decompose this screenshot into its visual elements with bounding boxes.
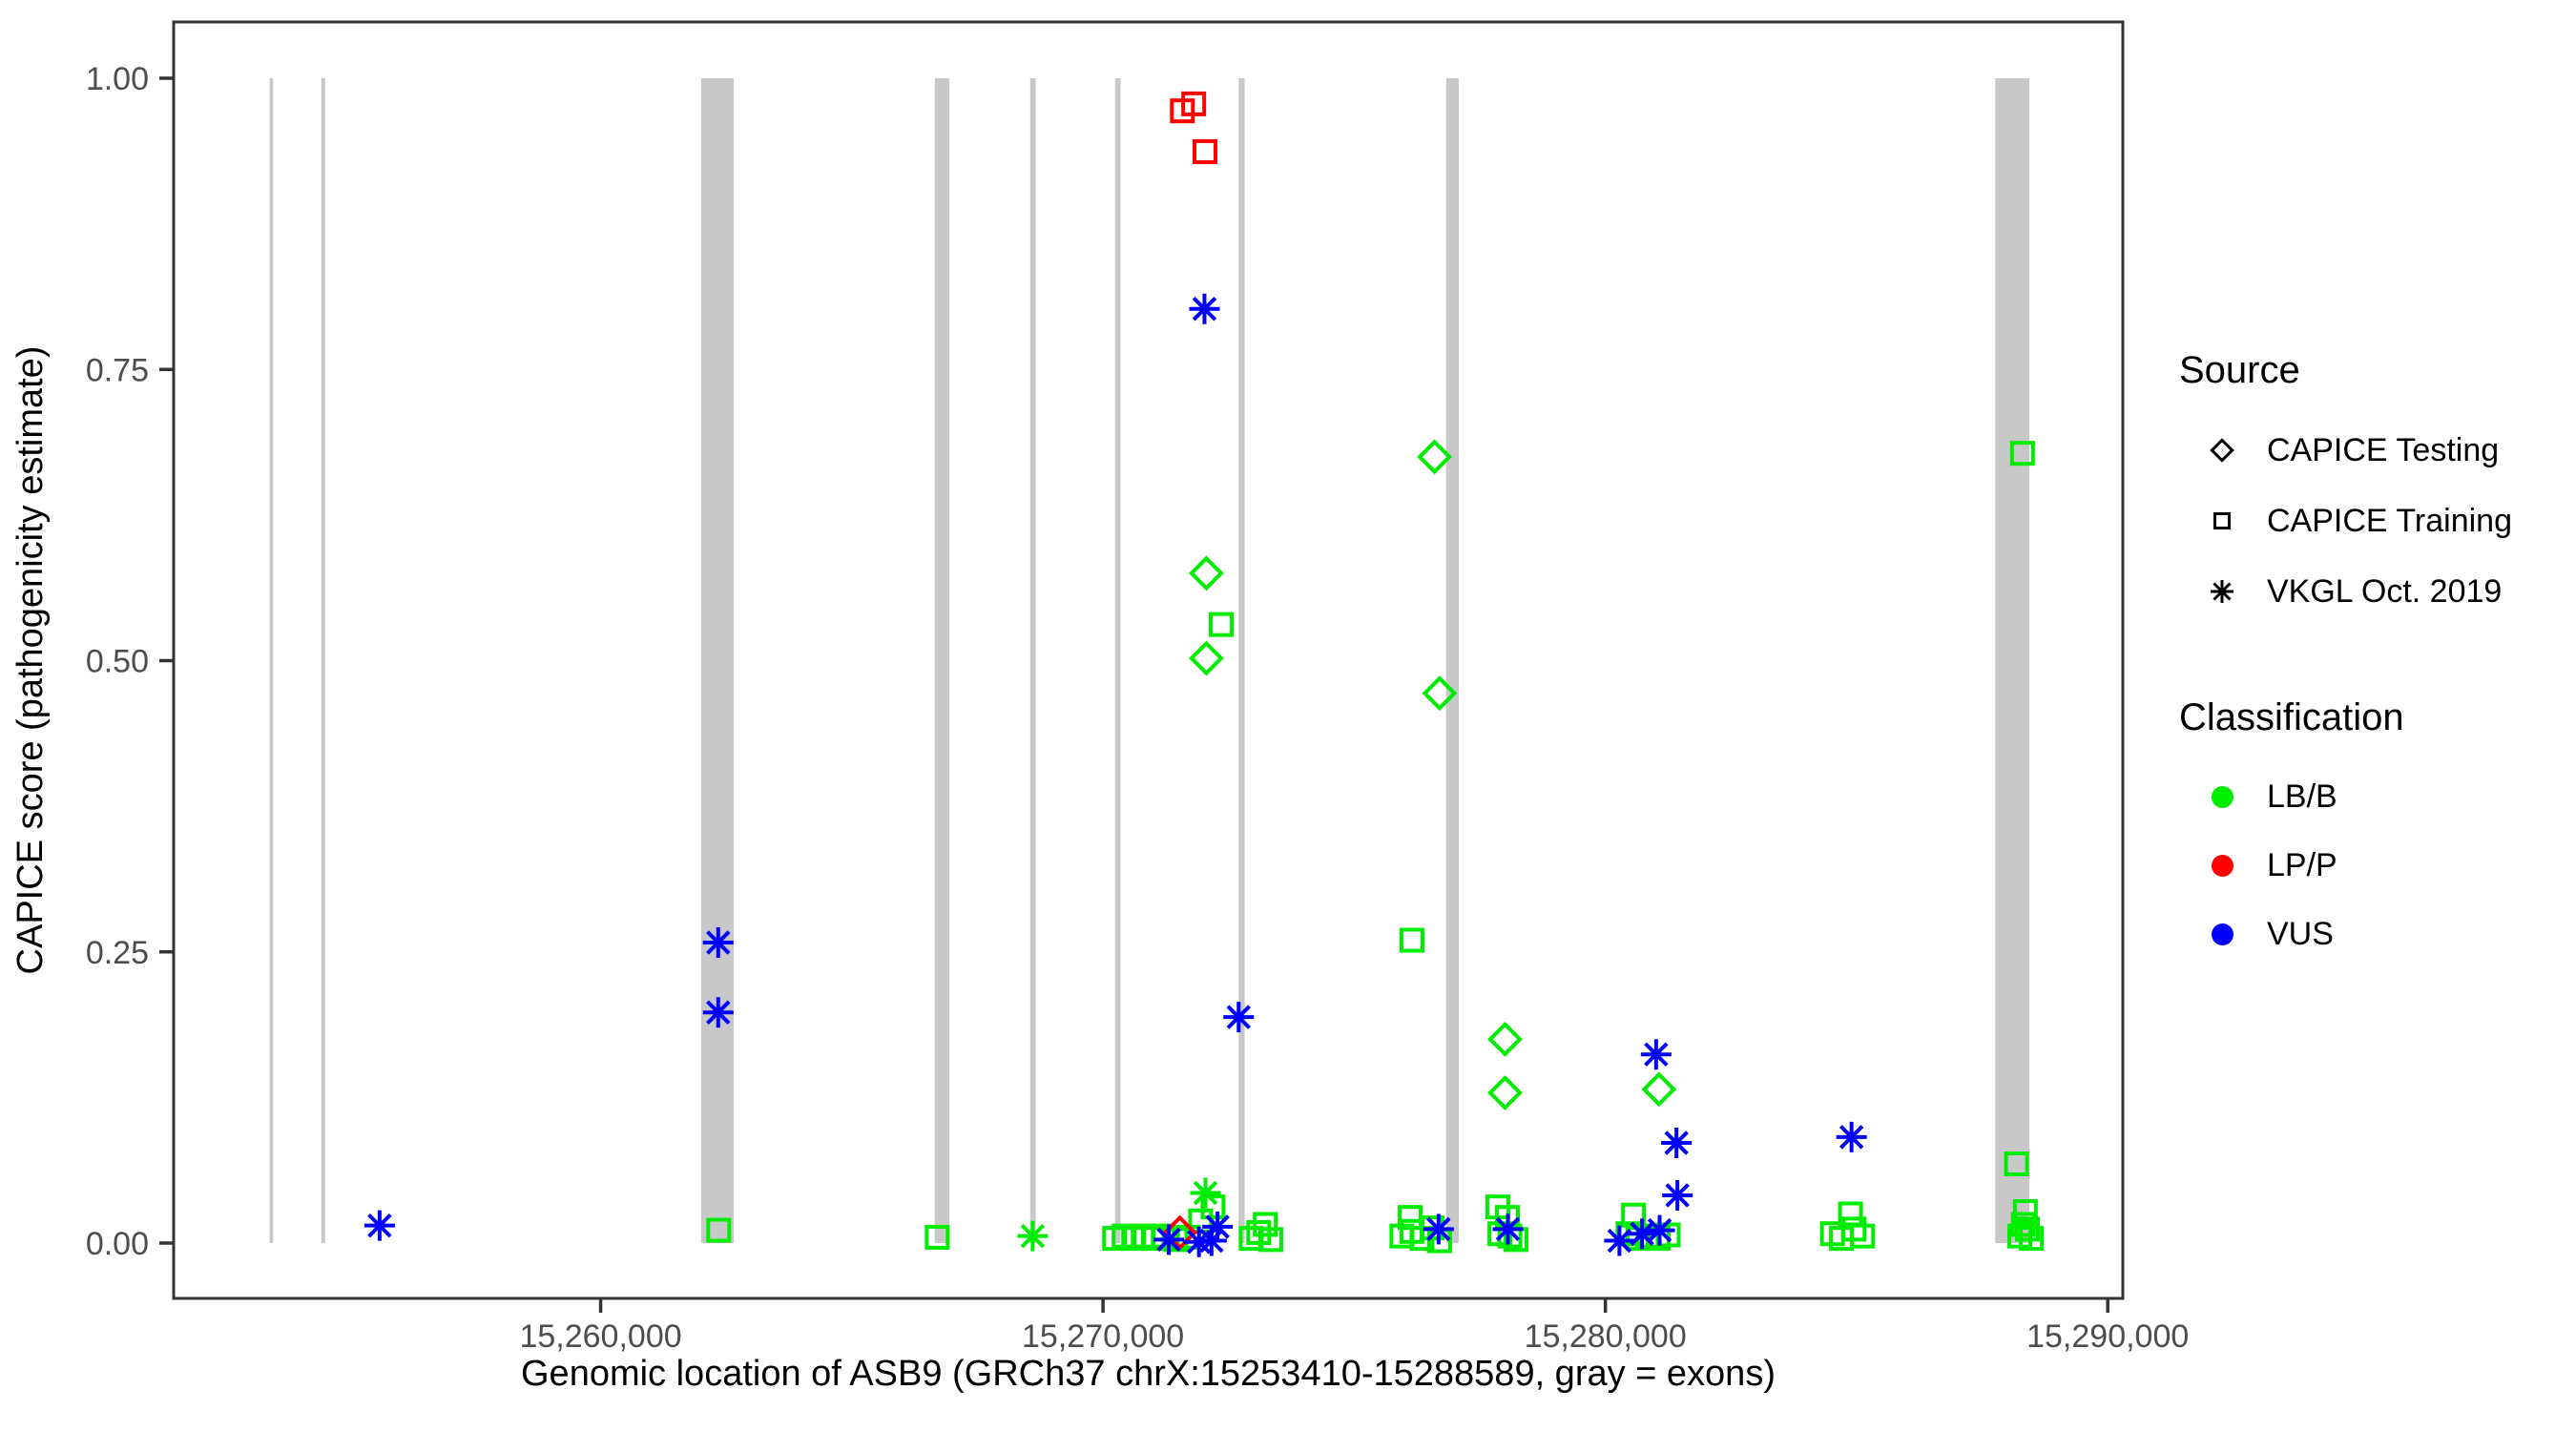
data-point-square bbox=[2012, 1199, 2038, 1225]
x-tick-label: 15,270,000 bbox=[1022, 1318, 1184, 1355]
exon-bar bbox=[321, 78, 325, 1243]
data-point-asterisk bbox=[1661, 1127, 1693, 1158]
asterisk-icon bbox=[2206, 577, 2238, 606]
x-axis-title: Genomic location of ASB9 (GRCh37 chrX:15… bbox=[521, 1354, 1776, 1394]
data-point-square bbox=[1850, 1223, 1876, 1249]
diamond-icon bbox=[2206, 436, 2238, 465]
square-icon bbox=[2206, 507, 2238, 535]
legend-item-vkgl: VKGL Oct. 2019 bbox=[2179, 556, 2512, 627]
exon-bar bbox=[1445, 78, 1459, 1243]
data-point-asterisk bbox=[1202, 1211, 1234, 1242]
data-point-asterisk bbox=[1153, 1224, 1185, 1255]
data-point-square bbox=[1253, 1212, 1278, 1237]
legend-item-label: LP/P bbox=[2267, 846, 2337, 883]
data-point-diamond bbox=[1189, 640, 1224, 676]
vus-color-dot bbox=[2206, 923, 2238, 945]
data-point-square bbox=[924, 1224, 950, 1250]
exon-bar bbox=[269, 78, 274, 1243]
legend-source-title: Source bbox=[2179, 349, 2300, 391]
data-point-square bbox=[1181, 91, 1207, 116]
panel-border bbox=[172, 20, 2125, 1300]
data-point-asterisk bbox=[1492, 1213, 1524, 1245]
legend-item-label: LB/B bbox=[2267, 778, 2337, 815]
legend-item-label: VKGL Oct. 2019 bbox=[2267, 572, 2503, 610]
data-point-asterisk bbox=[1017, 1220, 1049, 1252]
data-point-asterisk bbox=[1662, 1179, 1693, 1211]
legend-source: Source CAPICE Testing CAPICE Training VK… bbox=[2179, 349, 2512, 627]
x-tick-label: 15,280,000 bbox=[1525, 1318, 1687, 1355]
legend-item-label: VUS bbox=[2267, 915, 2334, 952]
data-point-square bbox=[1841, 1216, 1867, 1242]
data-point-square bbox=[706, 1217, 732, 1243]
y-tick-label: 0.00 bbox=[86, 1226, 149, 1262]
exon-bar bbox=[1029, 78, 1036, 1243]
legend-classification-title: Classification bbox=[2179, 696, 2404, 738]
data-point-asterisk bbox=[1223, 1002, 1255, 1033]
legend-item-lbb: LB/B bbox=[2179, 762, 2404, 831]
legend-item-vus: VUS bbox=[2179, 900, 2404, 968]
data-point-asterisk bbox=[1423, 1213, 1454, 1245]
data-point-diamond bbox=[1487, 1021, 1523, 1057]
data-point-diamond bbox=[1417, 439, 1453, 475]
data-point-square bbox=[1209, 612, 1235, 637]
x-tick-label: 15,260,000 bbox=[519, 1318, 681, 1355]
y-tick-label: 1.00 bbox=[86, 61, 149, 97]
data-point-square bbox=[2004, 1151, 2029, 1176]
data-point-square bbox=[2019, 1226, 2045, 1252]
data-point-asterisk bbox=[702, 926, 734, 958]
legend-item-label: CAPICE Testing bbox=[2267, 431, 2500, 468]
exon-bar bbox=[700, 78, 735, 1243]
exon-bar bbox=[934, 78, 949, 1243]
exon-bar bbox=[1995, 78, 2030, 1243]
x-tick-label: 15,290,000 bbox=[2026, 1318, 2189, 1355]
data-point-asterisk bbox=[702, 997, 734, 1028]
legend-item-lpp: LP/P bbox=[2179, 831, 2404, 900]
data-point-square bbox=[2010, 1212, 2036, 1237]
exon-bar bbox=[1114, 78, 1121, 1243]
y-axis-title: CAPICE score (pathogenicity estimate) bbox=[10, 346, 51, 975]
data-point-square bbox=[1399, 927, 1424, 953]
data-point-square bbox=[1192, 138, 1217, 164]
legend-item-label: CAPICE Training bbox=[2267, 502, 2512, 539]
data-point-diamond bbox=[1422, 675, 1458, 712]
lbb-color-dot bbox=[2206, 785, 2238, 808]
data-point-asterisk bbox=[1627, 1218, 1658, 1250]
data-point-diamond bbox=[1641, 1071, 1677, 1108]
data-point-diamond bbox=[1189, 555, 1224, 591]
data-point-diamond bbox=[1487, 1075, 1523, 1110]
data-point-asterisk bbox=[1190, 1177, 1221, 1209]
y-tick-label: 0.75 bbox=[86, 352, 149, 388]
legend-item-capice-training: CAPICE Training bbox=[2179, 486, 2512, 556]
data-point-asterisk bbox=[1604, 1225, 1635, 1256]
data-point-asterisk bbox=[1189, 293, 1220, 324]
data-point-asterisk bbox=[1640, 1039, 1672, 1070]
data-point-asterisk bbox=[1836, 1121, 1867, 1152]
data-point-square bbox=[1655, 1222, 1681, 1248]
data-point-square bbox=[2009, 441, 2035, 467]
data-point-asterisk bbox=[1195, 1225, 1227, 1256]
y-tick-label: 0.50 bbox=[86, 644, 149, 680]
data-point-square bbox=[1257, 1227, 1283, 1253]
exon-bar bbox=[1238, 78, 1245, 1243]
lpp-color-dot bbox=[2206, 854, 2238, 877]
legend-classification: Classification LB/B LP/P VUS bbox=[2179, 696, 2404, 968]
data-point-square bbox=[1200, 1194, 1226, 1220]
data-point-asterisk bbox=[364, 1210, 395, 1241]
y-tick-label: 0.25 bbox=[86, 935, 149, 971]
data-point-asterisk bbox=[1644, 1214, 1675, 1246]
legend-item-capice-testing: CAPICE Testing bbox=[2179, 415, 2512, 486]
